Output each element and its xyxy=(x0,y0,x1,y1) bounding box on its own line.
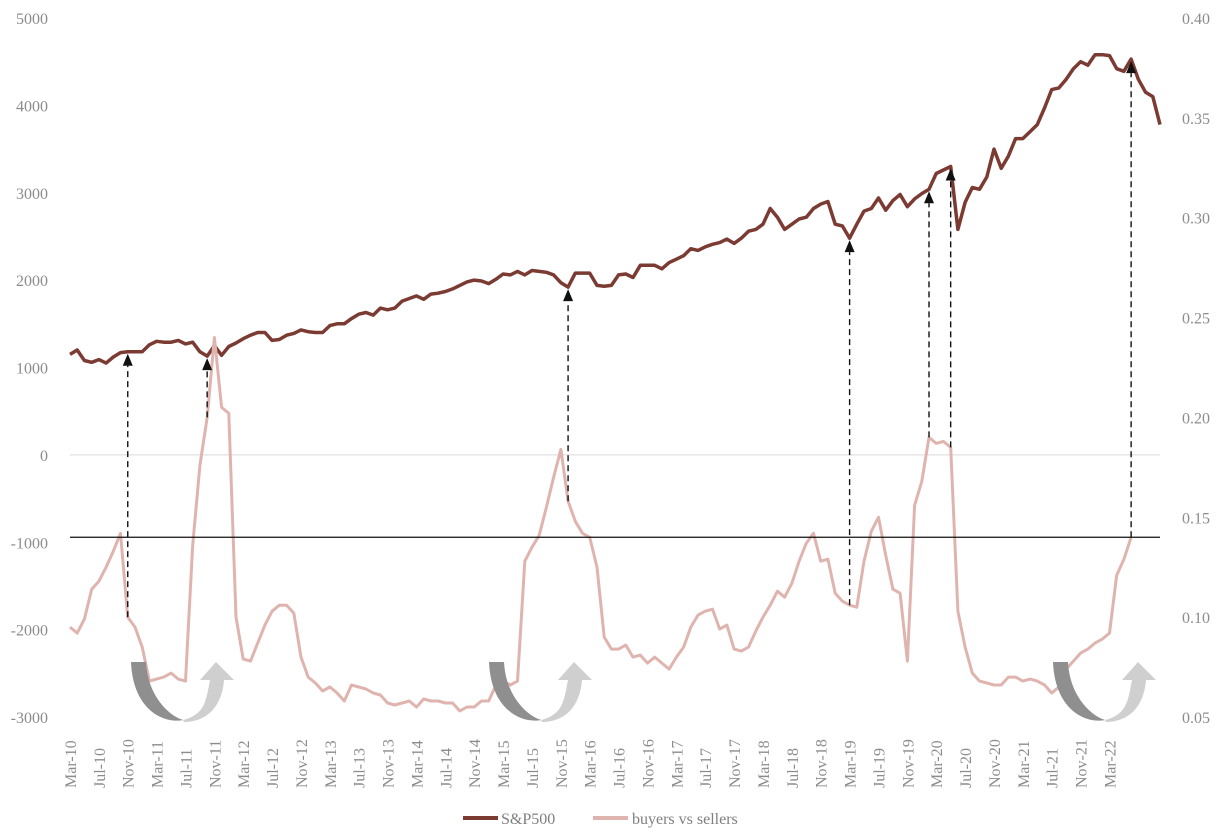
y-left-tick-label: 2000 xyxy=(16,273,48,290)
x-tick-label: Jul-11 xyxy=(178,749,195,788)
y-right-tick-label: 0.15 xyxy=(1182,510,1210,527)
arrow-head xyxy=(1126,61,1137,74)
y-left-tick-label: -2000 xyxy=(11,623,48,640)
legend: S&P500 buyers vs sellers xyxy=(463,811,738,828)
y-right-tick-label: 0.30 xyxy=(1182,211,1210,228)
arrow-head xyxy=(945,168,956,181)
y-left-tick-label: 3000 xyxy=(16,186,48,203)
legend-label-sp500: S&P500 xyxy=(501,811,555,828)
x-tick-label: Mar-22 xyxy=(1102,740,1119,788)
x-tick-label: Jul-21 xyxy=(1045,748,1062,788)
x-tick-label: Mar-21 xyxy=(1016,740,1033,788)
x-tick-label: Jul-16 xyxy=(612,748,629,788)
x-tick-label: Mar-14 xyxy=(409,740,426,788)
y-right-tick-label: 0.35 xyxy=(1182,111,1210,128)
x-tick-label: Jul-12 xyxy=(265,748,282,788)
y-right-tick-label: 0.25 xyxy=(1182,311,1210,328)
y-right-tick-label: 0.20 xyxy=(1182,410,1210,427)
x-tick-label: Mar-13 xyxy=(323,740,340,788)
arrow-head xyxy=(122,353,133,366)
x-tick-label: Jul-13 xyxy=(352,748,369,788)
arrow-head xyxy=(563,289,574,302)
arrow-head xyxy=(202,358,213,371)
arrow-head xyxy=(844,240,855,253)
x-tick-label: Nov-17 xyxy=(727,739,744,788)
x-tick-label: Jul-20 xyxy=(958,748,975,788)
series-line-buyers-vs-sellers xyxy=(69,336,1133,713)
y-left-tick-label: 0 xyxy=(40,448,48,465)
x-tick-label: Nov-19 xyxy=(900,739,917,788)
x-tick-label: Nov-15 xyxy=(554,739,571,788)
x-tick-label: Jul-18 xyxy=(785,748,802,788)
x-tick-label: Mar-18 xyxy=(756,740,773,788)
y-left-tick-label: -1000 xyxy=(11,535,48,552)
x-tick-label: Nov-18 xyxy=(814,739,831,788)
x-tick-label: Jul-14 xyxy=(438,748,455,788)
u-turn-arrow-icon xyxy=(489,662,592,722)
x-tick-label: Mar-15 xyxy=(496,740,513,788)
y-right-tick-label: 0.05 xyxy=(1182,710,1210,727)
y-left-tick-label: 1000 xyxy=(16,361,48,378)
y-right-tick-label: 0.10 xyxy=(1182,610,1210,627)
x-tick-label: Nov-16 xyxy=(640,739,657,788)
x-tick-label: Nov-13 xyxy=(381,739,398,788)
series-line-sp500 xyxy=(69,52,1162,365)
x-tick-label: Nov-14 xyxy=(467,739,484,788)
x-tick-label: Mar-12 xyxy=(236,740,253,788)
x-tick-label: Mar-20 xyxy=(929,740,946,788)
y-left-tick-label: 5000 xyxy=(16,11,48,28)
x-tick-label: Jul-15 xyxy=(525,748,542,788)
x-tick-label: Nov-11 xyxy=(207,740,224,788)
y-left-tick-label: -3000 xyxy=(11,710,48,727)
x-tick-label: Jul-17 xyxy=(698,748,715,788)
x-tick-label: Mar-11 xyxy=(150,741,167,788)
legend-label-buyers-vs-sellers: buyers vs sellers xyxy=(632,811,738,828)
u-turn-arrow-icon xyxy=(1053,662,1156,722)
x-tick-label: Jul-10 xyxy=(92,748,109,788)
y-right-tick-label: 0.40 xyxy=(1182,11,1210,28)
x-tick-label: Jul-19 xyxy=(871,748,888,788)
x-tick-label: Nov-21 xyxy=(1074,739,1091,788)
arrow-head xyxy=(924,191,935,204)
u-turn-arrow-icon xyxy=(131,662,234,722)
x-tick-label: Nov-20 xyxy=(987,739,1004,788)
y-left-tick-label: 4000 xyxy=(16,98,48,115)
x-tick-label: Mar-16 xyxy=(583,740,600,788)
x-tick-label: Nov-10 xyxy=(121,739,138,788)
x-tick-label: Mar-17 xyxy=(669,740,686,788)
x-tick-label: Nov-12 xyxy=(294,739,311,788)
x-tick-label: Mar-10 xyxy=(63,740,80,788)
x-tick-label: Mar-19 xyxy=(843,740,860,788)
